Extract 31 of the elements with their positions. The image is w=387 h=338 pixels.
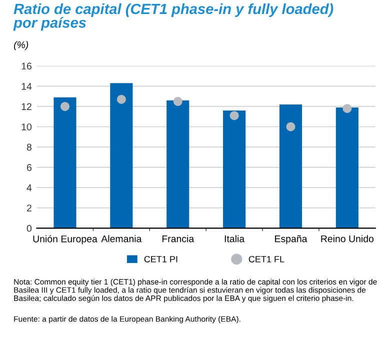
x-tick-label: Alemania [101,235,142,242]
y-axis-title: (%) [14,41,28,50]
y-tick-label: 0 [26,224,32,232]
y-tick-label: 2 [26,204,32,212]
y-tick-label: 10 [22,123,32,130]
legend-label: CET1 PI [144,256,178,262]
point [173,96,182,106]
bar [279,104,302,228]
bar [166,100,190,228]
x-tick-label: Francia [162,235,194,242]
point [342,104,352,113]
bar [223,110,246,228]
legend-label: CET1 FL [248,256,284,262]
y-tick-label: 8 [26,144,32,151]
x-tick-label: Reino Unido [321,235,374,242]
x-tick-label: España [275,235,308,244]
point [116,94,126,104]
y-tick-label: 12 [22,103,32,110]
y-tick-label: 6 [26,164,32,171]
chart-title: Ratio de capital (CET1 phase-in y fully loaded) por países [13,3,334,31]
point [230,111,239,120]
x-tick-label: Unión Europea [33,235,98,244]
point [60,102,70,111]
x-tick-label: Italia [224,235,245,242]
y-tick-label: 16 [22,62,32,70]
bar [110,83,133,228]
bar [54,97,76,228]
bar [336,107,358,228]
y-tick-label: 4 [26,184,32,192]
point [286,122,296,132]
y-tick-label: 14 [22,83,32,90]
